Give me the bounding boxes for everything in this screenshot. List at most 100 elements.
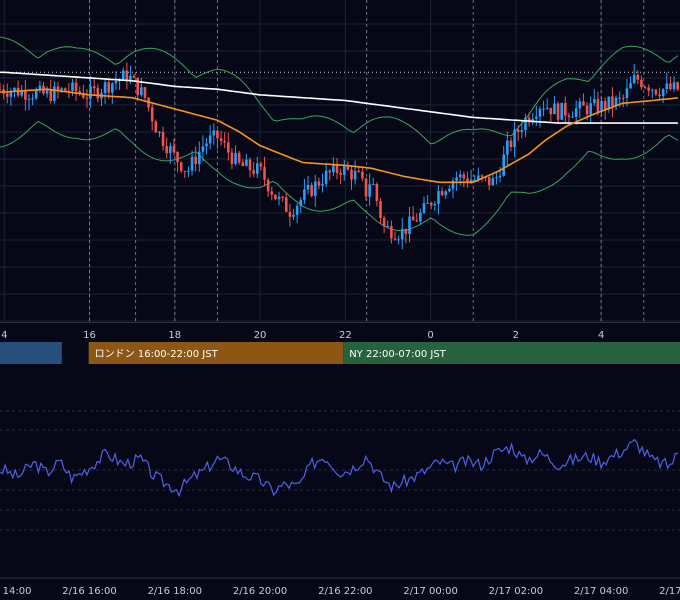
- price-x-tick-label: 20: [254, 330, 267, 341]
- candle-body: [669, 83, 672, 90]
- candle-body: [216, 130, 219, 139]
- ma-long-line: [0, 71, 678, 124]
- candle-body: [567, 115, 571, 117]
- session-label: ロンドン 16:00-22:00 JST: [95, 349, 219, 360]
- candle-body: [545, 107, 549, 109]
- candle-body: [495, 177, 498, 179]
- candle-body: [386, 226, 390, 228]
- candle-body: [270, 191, 274, 195]
- candle-body: [306, 184, 310, 190]
- osc-x-tick-label: 2/17 04:00: [574, 586, 628, 597]
- candle-body: [650, 89, 654, 91]
- bollinger-upper: [0, 36, 679, 145]
- candle-body: [284, 197, 288, 212]
- price-x-tick-label: 22: [339, 330, 352, 341]
- candle-body: [346, 165, 350, 170]
- candle-body: [212, 130, 216, 136]
- candle-body: [524, 117, 527, 131]
- candle-body: [614, 97, 618, 107]
- candle-body: [361, 171, 364, 179]
- candle-body: [143, 87, 147, 98]
- candle-body: [556, 103, 560, 120]
- candle-body: [49, 90, 53, 101]
- candle-body: [339, 172, 342, 175]
- oscillator-x-ticks: 2/16 14:00 2/16 16:00 2/16 18:00 2/16 20:00…: [0, 586, 680, 597]
- candle-body: [661, 89, 665, 97]
- candle-body: [245, 159, 248, 166]
- candle-body: [38, 85, 42, 91]
- candle-body: [27, 98, 31, 100]
- candle-body: [89, 86, 92, 99]
- session-bar: ロンドン 16:00-22:00 JST NY 22:00-07:00 JST: [0, 342, 680, 364]
- candle-body: [603, 101, 607, 110]
- candle-body: [335, 164, 339, 173]
- candle-body: [111, 83, 114, 93]
- candle-body: [382, 217, 386, 227]
- candle-body: [13, 87, 16, 92]
- candle-body: [629, 83, 632, 89]
- candle-body: [502, 154, 506, 176]
- candle-body: [78, 91, 82, 94]
- candle-body: [230, 152, 234, 164]
- candle-body: [654, 89, 658, 95]
- oscillator-line: [0, 438, 678, 498]
- bollinger-bands: [0, 36, 679, 236]
- candle-body: [665, 83, 669, 90]
- candle-body: [183, 171, 187, 173]
- candle-body: [397, 239, 400, 241]
- candle-body: [194, 156, 197, 165]
- candle-body: [198, 151, 201, 165]
- osc-x-tick-label: 2/16 18:00: [148, 586, 202, 597]
- candle-body: [600, 101, 603, 113]
- candle-body: [114, 81, 118, 84]
- candle-body: [480, 175, 484, 177]
- candles: [0, 62, 679, 250]
- candle-body: [422, 203, 426, 213]
- candle-body: [462, 174, 466, 179]
- price-x-tick-label: 18: [168, 330, 181, 341]
- candle-body: [60, 88, 63, 91]
- candle-body: [96, 88, 100, 99]
- candle-body: [411, 216, 415, 221]
- candle-body: [455, 177, 458, 181]
- candle-body: [107, 82, 111, 93]
- candle-body: [121, 70, 125, 80]
- candle-body: [426, 202, 429, 204]
- candle-body: [553, 103, 556, 115]
- candle-body: [176, 151, 179, 163]
- candle-body: [259, 163, 263, 167]
- candle-body: [582, 101, 585, 106]
- candle-body: [364, 178, 368, 197]
- candle-body: [611, 96, 614, 107]
- candle-body: [140, 87, 143, 96]
- candle-body: [237, 152, 241, 163]
- osc-x-tick-label: 2/16 16:00: [62, 586, 116, 597]
- candle-body: [469, 179, 473, 183]
- candle-body: [56, 86, 60, 91]
- price-x-tick-label: 4: [1, 330, 7, 341]
- candle-body: [527, 117, 531, 123]
- oscillator: [0, 438, 678, 498]
- osc-x-tick-label: 2/17 02:00: [489, 586, 543, 597]
- candle-body: [350, 169, 353, 180]
- candle-body: [317, 181, 321, 186]
- candle-body: [593, 99, 596, 104]
- candle-body: [676, 82, 679, 90]
- candle-body: [5, 93, 9, 97]
- osc-x-tick-label: 2/16 14:00: [0, 586, 31, 597]
- candle-body: [169, 146, 172, 154]
- candle-body: [136, 77, 140, 96]
- candle-body: [419, 212, 422, 222]
- candle-body: [368, 184, 371, 197]
- candle-body: [400, 228, 404, 240]
- candle-body: [31, 98, 34, 100]
- candle-body: [295, 205, 299, 215]
- candle-body: [429, 202, 433, 206]
- candle-body: [466, 178, 469, 183]
- candle-body: [564, 102, 567, 116]
- candle-body: [274, 194, 277, 200]
- candle-body: [625, 88, 629, 98]
- candle-body: [621, 97, 625, 99]
- candle-body: [74, 82, 78, 92]
- candle-body: [437, 191, 440, 204]
